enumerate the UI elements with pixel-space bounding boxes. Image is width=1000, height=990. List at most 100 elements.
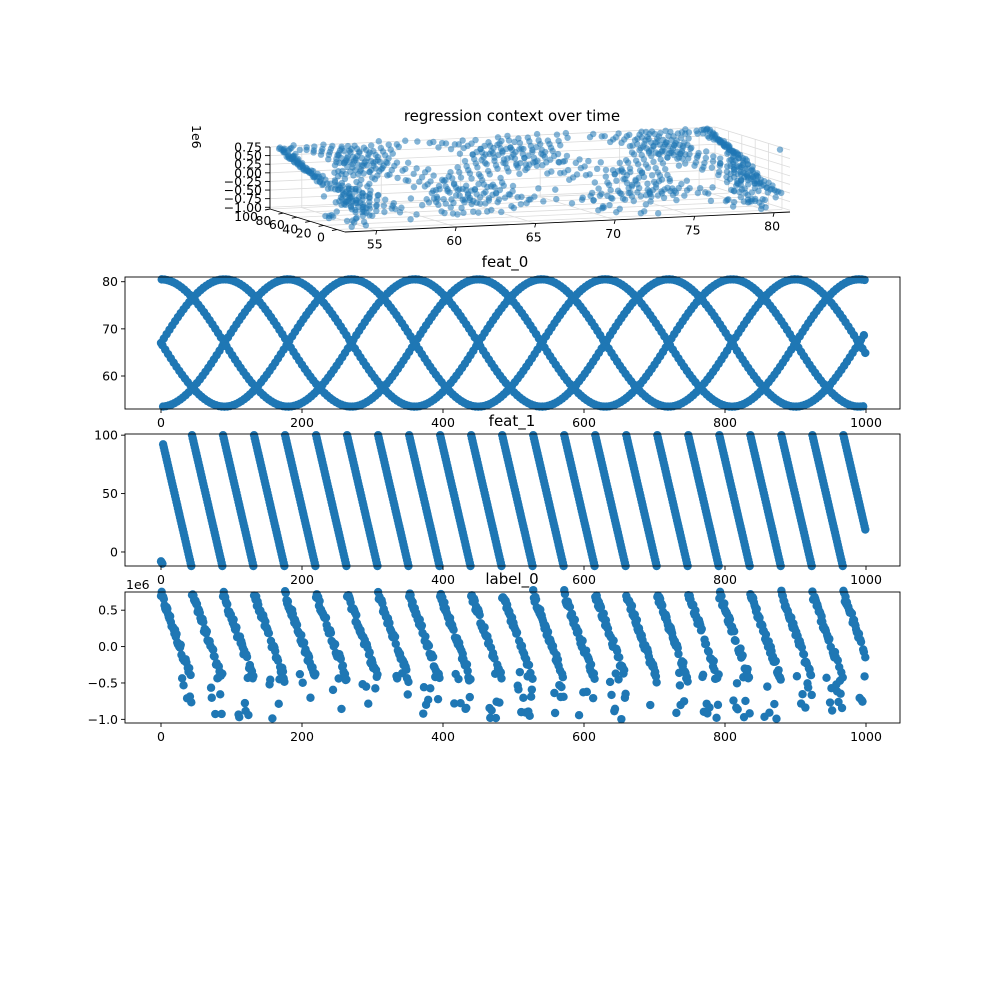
data-point	[371, 684, 380, 693]
data-point-3d	[664, 154, 671, 161]
data-point-3d	[430, 187, 437, 194]
data-point	[283, 597, 293, 606]
data-point-3d	[499, 147, 506, 155]
x-tick-label: 70	[605, 226, 621, 241]
data-point-3d	[604, 192, 611, 199]
data-point	[697, 624, 706, 634]
data-point	[211, 709, 220, 719]
data-point-3d	[723, 168, 731, 175]
data-point-3d	[374, 153, 382, 161]
data-point	[557, 682, 566, 692]
z-tick-label: 0.50	[234, 148, 262, 163]
data-point-3d	[358, 176, 365, 183]
data-point-3d	[702, 154, 710, 162]
data-point-3d	[553, 195, 560, 203]
data-point	[822, 673, 831, 683]
data-point-3d	[665, 142, 672, 150]
y-tick-label: 0.0	[98, 639, 118, 654]
data-point-3d	[753, 170, 761, 177]
grid-line	[310, 200, 756, 222]
data-point	[218, 669, 227, 678]
data-point-3d	[723, 173, 730, 181]
y-tick-label: 70	[102, 321, 118, 336]
data-point	[419, 709, 428, 718]
y-tick-label: 40	[282, 221, 298, 236]
data-point-3d	[316, 178, 324, 186]
data-point-3d	[513, 160, 520, 167]
data-point	[646, 700, 655, 710]
data-point-3d	[616, 189, 624, 197]
data-point-3d	[421, 183, 429, 190]
data-point-3d	[457, 174, 465, 181]
grid-line	[336, 209, 782, 230]
data-point-3d	[362, 222, 370, 229]
data-point-3d	[492, 189, 500, 197]
z-tick-label: 0.00	[234, 165, 262, 180]
data-point-3d	[539, 162, 546, 169]
data-point-3d	[706, 134, 713, 141]
data-point-3d	[454, 164, 461, 171]
data-point	[596, 603, 606, 612]
data-point	[172, 629, 181, 639]
data-point	[558, 672, 568, 682]
data-point-3d	[376, 158, 384, 166]
data-point-3d	[572, 159, 579, 167]
data-point-3d	[630, 151, 638, 158]
y-tick-label: 20	[296, 225, 312, 240]
x-tick	[375, 230, 378, 235]
data-point-3d	[449, 210, 457, 217]
data-point	[679, 697, 689, 706]
data-point-3d	[648, 193, 655, 200]
data-point-3d	[654, 192, 662, 199]
data-point-3d	[339, 182, 346, 189]
data-point	[825, 698, 835, 707]
chart-title: feat_1	[489, 412, 536, 431]
data-point-3d	[616, 159, 623, 167]
data-point	[524, 660, 534, 670]
data-point-3d	[730, 174, 738, 181]
data-point-3d	[309, 173, 317, 180]
data-point-3d	[605, 181, 613, 189]
data-point-3d	[516, 139, 524, 147]
data-point-3d	[537, 140, 544, 148]
data-point-3d	[568, 200, 576, 207]
data-point-3d	[521, 154, 528, 162]
data-point	[825, 634, 834, 644]
data-point-3d	[380, 202, 387, 209]
data-point-3d	[742, 155, 749, 163]
data-point	[621, 689, 630, 698]
data-point-3d	[433, 193, 441, 200]
data-point	[792, 672, 802, 681]
data-point-3d	[634, 161, 642, 168]
data-point	[404, 677, 413, 687]
data-point-3d	[346, 147, 353, 154]
y-tick	[305, 220, 311, 223]
data-point	[771, 656, 780, 666]
data-point-3d	[333, 208, 340, 215]
data-point	[860, 672, 869, 681]
data-point-3d	[683, 187, 691, 194]
data-point-3d	[671, 187, 678, 195]
data-point-3d	[461, 157, 469, 165]
axes: 0 200 400 600 800 1000 0.5 0.0 −0.5 −1.0	[88, 591, 901, 744]
data-point-3d	[438, 176, 446, 184]
data-point	[281, 588, 290, 598]
axes-3d: 55 60 65 70 75 800204060801000.750.500.250.00…	[224, 140, 791, 252]
data-point	[770, 699, 779, 709]
data-point-3d	[450, 180, 458, 187]
data-point-3d	[675, 162, 683, 169]
data-point-3d	[737, 193, 745, 201]
data-point-3d	[480, 181, 488, 188]
data-point-3d	[681, 192, 688, 199]
data-point-3d	[343, 217, 351, 225]
data-point	[574, 627, 583, 636]
data-point-3d	[384, 159, 391, 167]
data-point-3d	[475, 209, 482, 216]
data-point-3d	[644, 164, 652, 172]
data-point	[342, 675, 351, 684]
data-point	[763, 682, 772, 691]
data-point-3d	[668, 137, 675, 144]
data-point-3d	[694, 189, 702, 197]
data-point-3d	[460, 209, 467, 217]
data-point	[705, 703, 714, 712]
